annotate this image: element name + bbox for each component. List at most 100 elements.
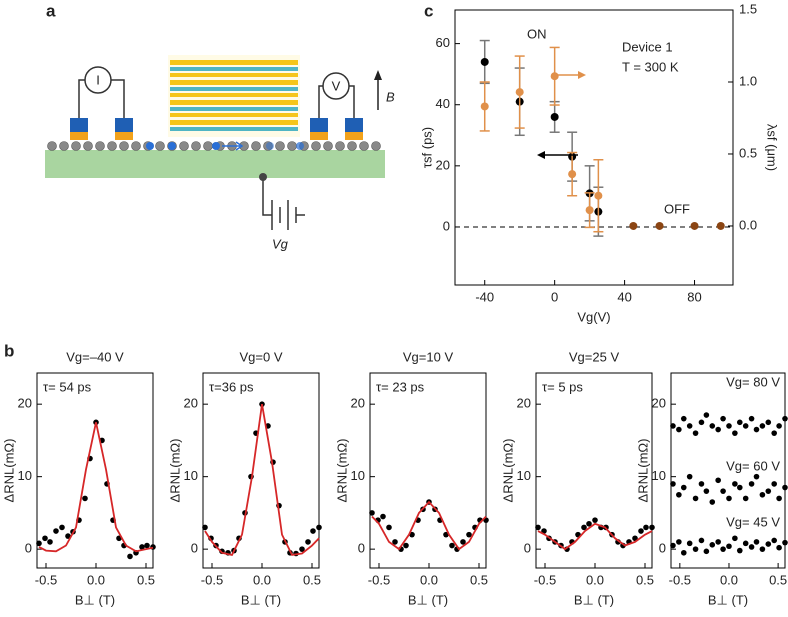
data-point — [632, 535, 638, 542]
x-tick-label: 80 — [687, 289, 701, 304]
current-source-label: I — [96, 72, 100, 87]
data-point — [449, 542, 455, 549]
data-point — [550, 72, 559, 81]
data-point — [144, 542, 150, 549]
data-point — [670, 423, 676, 429]
x-axis-label: B⊥ (T) — [408, 592, 448, 607]
x-tick-label: 0.0 — [720, 572, 738, 587]
data-point — [715, 426, 721, 433]
data-point — [585, 206, 594, 215]
panel-title: Vg=10 V — [403, 349, 454, 364]
annotation: Vg= 45 V — [726, 514, 780, 529]
x-tick-label: 0.5 — [470, 572, 488, 587]
data-point — [676, 539, 682, 545]
field-arrow-head — [374, 70, 382, 80]
chart-arrows — [537, 71, 586, 159]
data-point — [748, 415, 755, 422]
x-tick-label: 0.0 — [586, 572, 604, 587]
data-point — [698, 481, 705, 487]
data-point — [392, 539, 398, 545]
data-point — [748, 481, 755, 487]
data-point — [742, 423, 749, 429]
data-point — [771, 537, 777, 544]
data-point — [732, 535, 738, 542]
data-point — [305, 539, 311, 545]
data-point — [310, 528, 316, 534]
data-point — [403, 542, 409, 549]
data-point — [686, 423, 693, 429]
data-point — [771, 430, 777, 436]
y-axis-label: ΔRNL(mΩ) — [334, 439, 349, 503]
gate-contact — [259, 173, 267, 181]
data-point — [568, 170, 577, 179]
data-point — [692, 546, 699, 552]
x-tick-label: 0.5 — [636, 572, 654, 587]
x-tick-label: -0.5 — [368, 572, 390, 587]
x-tick-label: -0.5 — [201, 572, 223, 587]
plot-frame — [36, 372, 154, 569]
fit-line — [38, 422, 154, 553]
data-point — [686, 540, 693, 547]
x-tick-label: -40 — [475, 289, 494, 304]
data-point — [692, 430, 699, 436]
spins — [146, 141, 304, 151]
data-point — [535, 524, 541, 531]
y-axis-label: ΔRNL(mΩ) — [167, 439, 182, 503]
panel-label: c — [424, 1, 433, 20]
data-point — [759, 423, 766, 429]
data-point — [709, 499, 716, 505]
data-point — [690, 221, 699, 230]
data-point — [703, 412, 710, 418]
data-point — [53, 528, 59, 534]
data-point — [771, 481, 777, 487]
data-point — [670, 481, 676, 487]
data-point — [720, 488, 726, 494]
data-point — [42, 535, 48, 542]
data-point — [586, 520, 592, 527]
data-point — [36, 540, 42, 547]
y-tick-label: 60 — [436, 35, 450, 50]
data-point — [649, 524, 655, 531]
data-point — [742, 495, 749, 502]
annotation: Vg= 80 V — [726, 374, 780, 389]
x-tick-label: 0.0 — [87, 572, 105, 587]
data-point — [676, 426, 682, 433]
mos2-stack — [168, 55, 300, 137]
data-point — [782, 415, 788, 422]
x-tick-label: 0 — [551, 289, 558, 304]
data-point — [202, 524, 208, 531]
data-point — [594, 191, 603, 200]
data-point — [765, 488, 772, 494]
y-tick-label: 20 — [652, 396, 666, 411]
y-tick-label: 20 — [184, 396, 198, 411]
data-point — [759, 491, 766, 498]
data-point — [703, 548, 710, 555]
data-point — [480, 57, 489, 66]
data-point — [776, 544, 782, 551]
x-tick-label: -0.5 — [35, 572, 57, 587]
data-point — [460, 539, 466, 545]
device-diagram: I V Vg B — [45, 55, 395, 251]
plot-frame — [670, 372, 786, 569]
panel-note: τ= 5 ps — [542, 379, 583, 394]
data-point — [82, 495, 88, 502]
data-point — [680, 549, 687, 556]
data-point — [592, 517, 598, 523]
data-point — [480, 102, 489, 111]
data-point — [629, 221, 638, 230]
data-point — [655, 221, 664, 230]
panel-title: Vg=0 V — [239, 349, 282, 364]
data-point — [765, 419, 772, 426]
data-point — [715, 477, 721, 484]
data-point — [776, 423, 782, 429]
y2-axis-label: λsf (μm) — [765, 124, 780, 171]
y-tick-label: 10 — [517, 468, 531, 483]
data-point — [753, 426, 760, 433]
data-point — [736, 484, 743, 491]
plot-frame — [454, 9, 734, 286]
x-tick-label: -0.5 — [669, 572, 691, 587]
x-tick-label: -0.5 — [534, 572, 556, 587]
y-tick-label: 20 — [517, 396, 531, 411]
data-point — [550, 112, 559, 121]
